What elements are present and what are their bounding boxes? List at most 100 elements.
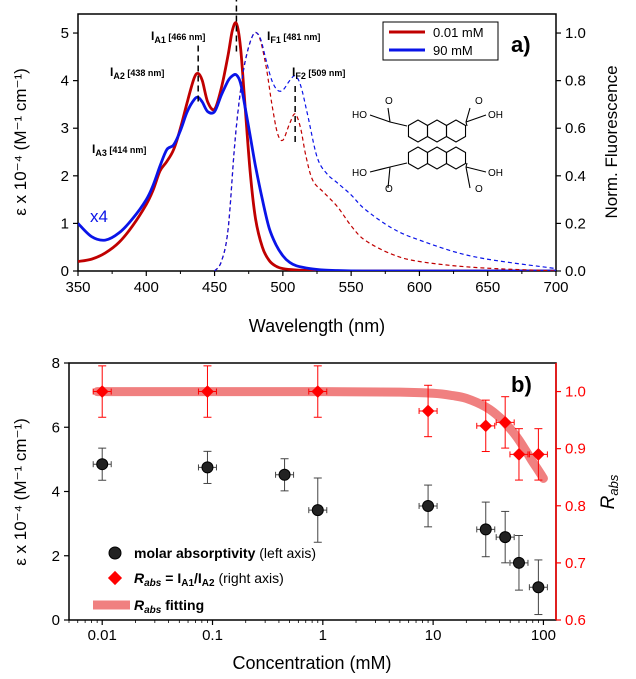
svg-text:IA2 [438 nm]: IA2 [438 nm] (110, 65, 164, 81)
molecule-ring (407, 146, 429, 170)
a-ytick-right-label: 0.0 (565, 263, 586, 280)
molecule-bond (465, 121, 468, 127)
a-xtick-label: 650 (475, 279, 500, 296)
a-ytick-right-label: 1.0 (565, 25, 586, 42)
a-ytick-right-label: 0.2 (565, 215, 586, 232)
legend-text-black: molar absorptivity (left axis) (134, 545, 316, 561)
absorbance-0p01mM-line (78, 21, 556, 271)
molecule-bond (387, 107, 391, 123)
molecule-bond (369, 166, 391, 173)
a-xtick-label: 500 (270, 279, 295, 296)
legend-text-fit: Rabs fitting (134, 597, 204, 616)
a-ytick-right-label: 0.6 (565, 120, 586, 137)
absorptivity-point (311, 504, 324, 517)
fluorescence-0p01mM-line (214, 31, 556, 271)
rabs-point (479, 419, 493, 433)
molecule-atom-label: OH (488, 110, 503, 121)
b-xtick-label: 10 (425, 627, 442, 644)
legend-label-red: 0.01 mM (433, 25, 484, 40)
a-ytick-right-label: 0.4 (565, 168, 586, 185)
a-ytick-right-label: 0.8 (565, 73, 586, 90)
absorptivity-point (278, 468, 291, 481)
panel-b-xlabel: Concentration (mM) (232, 653, 391, 673)
peak-label-f1: IF1 [481 nm] (267, 29, 320, 45)
b-ytick-right-label: 0.7 (565, 555, 586, 572)
molecule-bond (465, 166, 487, 173)
a-ytick-left-label: 1 (61, 215, 69, 232)
peak-label-a2: IA2 [438 nm] (110, 65, 164, 81)
b-ytick-right-label: 1.0 (565, 384, 586, 401)
molecule-bond (465, 107, 471, 123)
panel-b-label: b) (511, 372, 532, 397)
panel-a-xlabel: Wavelength (nm) (249, 316, 385, 336)
legend-text-red: Rabs = IA1/IA2 (right axis) (134, 570, 284, 589)
panel-a-ylabel-left: ε x 10⁻⁴ (M⁻¹ cm⁻¹) (11, 68, 30, 216)
svg-text:IA1 [466 nm]: IA1 [466 nm] (151, 29, 205, 45)
absorptivity-point (201, 461, 214, 474)
a-ytick-left-label: 4 (61, 73, 69, 90)
molecule-ring (407, 119, 429, 143)
panel-a-label: a) (511, 32, 531, 57)
rabs-point (201, 385, 214, 398)
legend-marker-black (108, 546, 122, 560)
b-ytick-left-label: 4 (52, 484, 60, 501)
absorptivity-point (479, 523, 492, 536)
rabs-point (311, 385, 325, 398)
molecule-ring (445, 119, 467, 143)
blue-scale-note: x4 (90, 207, 108, 226)
b-ytick-left-label: 6 (52, 419, 60, 436)
molecule-bond (389, 121, 408, 127)
molecule-bond (465, 114, 487, 123)
b-xtick-label: 0.01 (88, 627, 117, 644)
rabs-fit-line (92, 387, 548, 483)
a-xtick-label: 450 (202, 279, 227, 296)
b-xtick-label: 100 (531, 627, 556, 644)
peak-label-a3: IA3 [414 nm] (92, 142, 146, 158)
b-ytick-left-label: 8 (52, 355, 60, 372)
b-ytick-right-label: 0.8 (565, 498, 586, 515)
panel-b: 0.01 0.1 1 10 100 0 2 4 6 8 0.6 0.7 0.8 0.9 1.0 b) m… (11, 355, 621, 673)
molecule-ring (445, 146, 467, 170)
rabs-point (421, 404, 435, 418)
panel-a: 350 400 450 500 550 600 650 700 0 1 2 3 4 5 0.0 0.2 0.… (11, 0, 621, 336)
molecule-ring (426, 119, 448, 143)
a-ytick-left-label: 0 (61, 263, 69, 280)
panel-b-legend: molar absorptivity (left axis) Rabs = IA… (93, 545, 316, 616)
rabs-point (498, 416, 512, 429)
absorptivity-point (532, 581, 545, 594)
molecule-ring (426, 146, 448, 170)
a-ytick-left-label: 5 (61, 25, 69, 42)
legend-marker-red (107, 570, 123, 586)
svg-text:IF1 [481 nm]: IF1 [481 nm] (267, 29, 320, 45)
molecule-atom-label: O (385, 96, 393, 107)
a-xtick-label: 400 (134, 279, 159, 296)
peak-label-f2: IF2 [509 nm] (292, 65, 345, 81)
peak-label-a1: IA1 [466 nm] (151, 29, 205, 45)
absorptivity-point (499, 531, 512, 544)
b-xtick-label: 1 (319, 627, 327, 644)
molecule-bond (387, 166, 391, 189)
a-ytick-left-label: 3 (61, 120, 69, 137)
molecule-bond (389, 162, 408, 168)
b-ytick-right-label: 0.9 (565, 441, 586, 458)
molecule-atom-label: HO (352, 168, 367, 179)
molecule-atom-label: O (385, 184, 393, 195)
molecule-structure-image: HO HO OH OH O O O O (352, 96, 503, 195)
a-ytick-left-label: 2 (61, 168, 69, 185)
absorptivity-point (422, 499, 435, 512)
b-xtick-label: 0.1 (202, 627, 223, 644)
molecule-atom-label: O (475, 96, 483, 107)
molecule-bond (369, 114, 391, 123)
a-xtick-label: 600 (407, 279, 432, 296)
panel-a-ylabel-right: Norm. Fluorescence (602, 65, 621, 218)
molecule-bond (465, 166, 471, 189)
fluorescence-90mM-line (214, 31, 556, 271)
b-ytick-left-label: 2 (52, 548, 60, 565)
rabs-point (95, 385, 109, 398)
panel-a-legend: 0.01 mM 90 mM (382, 21, 499, 61)
svg-text:IF2 [509 nm]: IF2 [509 nm] (292, 65, 345, 81)
panel-b-ylabel-right: Rabs (598, 474, 621, 509)
absorptivity-point (96, 458, 109, 471)
b-ytick-right-label: 0.6 (565, 612, 586, 629)
